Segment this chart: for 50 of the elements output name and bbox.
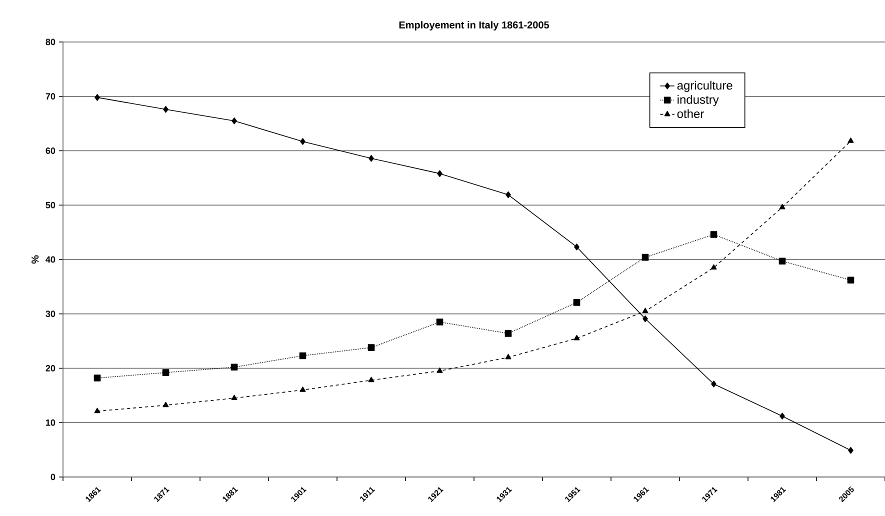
- point: [368, 154, 374, 162]
- point: [779, 204, 786, 210]
- y-tick-label: 0: [50, 474, 56, 480]
- point: [847, 276, 854, 284]
- point: [574, 244, 580, 250]
- point: [573, 299, 580, 306]
- point: [642, 308, 648, 314]
- y-tick-label: 40: [46, 256, 56, 263]
- point: [94, 374, 101, 382]
- point: [574, 334, 580, 340]
- legend-label: agriculture: [677, 80, 732, 92]
- point: [642, 254, 649, 261]
- point: [506, 191, 511, 198]
- legend-label: other: [677, 109, 704, 118]
- point: [436, 368, 443, 373]
- point: [368, 344, 375, 351]
- point: [162, 402, 169, 408]
- y-tick-label: 10: [46, 419, 56, 426]
- point: [778, 258, 786, 265]
- point: [299, 352, 306, 360]
- y-axis-title: %: [32, 255, 39, 264]
- legend-label: industry: [678, 95, 719, 106]
- point: [300, 138, 306, 145]
- point: [848, 446, 854, 454]
- point: [505, 354, 512, 360]
- point: [94, 94, 100, 101]
- point: [162, 369, 170, 376]
- y-tick-label: 80: [46, 38, 56, 46]
- point: [710, 264, 717, 270]
- point: [504, 330, 512, 337]
- point: [232, 117, 237, 124]
- point: [848, 138, 854, 143]
- point: [642, 315, 648, 322]
- y-tick-label: 30: [46, 310, 56, 318]
- y-tick-label: 20: [46, 365, 56, 372]
- point: [437, 170, 442, 177]
- y-tick-label: 50: [46, 202, 56, 208]
- point: [711, 380, 716, 388]
- point: [94, 408, 100, 414]
- y-tick-label: 70: [46, 93, 56, 100]
- point: [436, 318, 444, 326]
- point: [300, 386, 306, 392]
- chart-title: Employement in Italy 1861-2005: [399, 21, 550, 30]
- y-tick-label: 60: [46, 148, 56, 154]
- point: [368, 376, 374, 382]
- point: [230, 364, 238, 371]
- point: [780, 412, 785, 420]
- point: [710, 231, 718, 238]
- point: [163, 106, 168, 113]
- point: [231, 394, 238, 400]
